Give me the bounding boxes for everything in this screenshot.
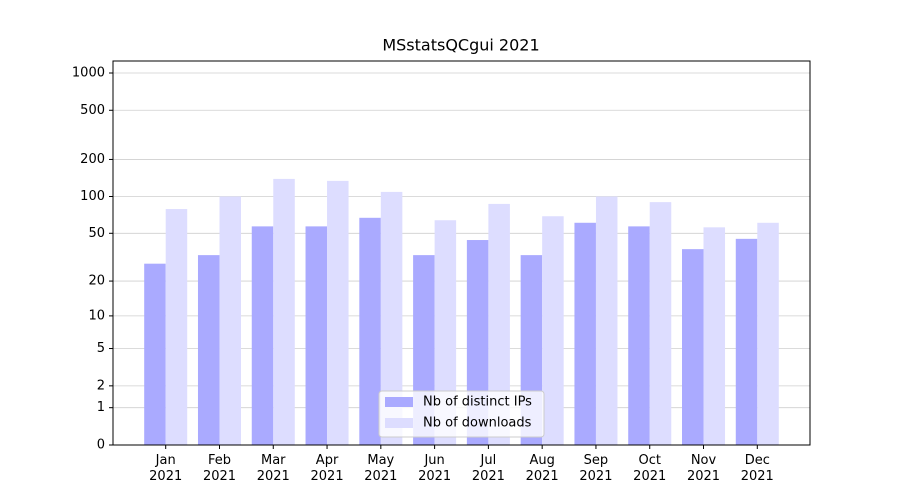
x-tick-label: Aug 2021 xyxy=(525,453,559,484)
bar xyxy=(735,238,758,445)
legend-swatch xyxy=(385,418,413,428)
x-tick-label: Dec 2021 xyxy=(740,453,774,484)
legend-box xyxy=(378,390,545,438)
x-tick-label: Nov 2021 xyxy=(686,453,721,484)
bar xyxy=(434,220,457,445)
bar xyxy=(682,249,704,445)
y-tick-label: 100 xyxy=(80,189,105,204)
bar xyxy=(197,255,220,445)
y-tick-label: 200 xyxy=(80,152,105,167)
bar xyxy=(359,217,381,445)
x-tick-label: Feb 2021 xyxy=(202,453,237,484)
bar xyxy=(273,178,295,445)
y-tick-label: 0 xyxy=(97,438,105,453)
bar xyxy=(165,209,188,445)
y-tick-label: 2 xyxy=(97,378,105,393)
legend-label: Nb of distinct IPs xyxy=(423,395,532,410)
bar xyxy=(488,203,510,445)
bar xyxy=(219,196,241,445)
x-tick-label: Apr 2021 xyxy=(310,453,344,484)
legend-swatch xyxy=(385,397,413,407)
bar xyxy=(595,196,618,445)
y-tick-label: 500 xyxy=(80,103,105,118)
chart-title: MSstatsQCgui 2021 xyxy=(382,36,539,55)
y-tick-label: 1000 xyxy=(72,66,105,81)
x-tick-label: Mar 2021 xyxy=(256,453,290,484)
x-tick-label: Jun 2021 xyxy=(418,453,452,484)
bar xyxy=(703,227,726,445)
bar xyxy=(380,191,403,445)
y-tick-label: 1 xyxy=(97,400,105,415)
x-tick-label: Sep 2021 xyxy=(579,453,613,484)
bar xyxy=(144,263,166,445)
bar xyxy=(305,226,328,445)
bar xyxy=(251,226,274,445)
y-tick-label: 50 xyxy=(88,226,105,241)
bar xyxy=(542,216,564,445)
bar xyxy=(327,180,349,445)
bar xyxy=(757,222,779,445)
bar xyxy=(649,202,672,445)
bar xyxy=(574,222,596,445)
y-tick-label: 5 xyxy=(97,341,105,356)
legend-label: Nb of downloads xyxy=(423,416,532,431)
bar xyxy=(628,226,650,445)
plot-frame xyxy=(112,60,811,446)
y-tick-label: 20 xyxy=(88,274,105,289)
y-tick-label: 10 xyxy=(88,308,105,323)
x-tick-label: Jan 2021 xyxy=(149,453,183,484)
x-tick-label: Jul 2021 xyxy=(471,453,505,484)
x-tick-label: May 2021 xyxy=(364,453,398,484)
x-tick-label: Oct 2021 xyxy=(633,453,667,484)
